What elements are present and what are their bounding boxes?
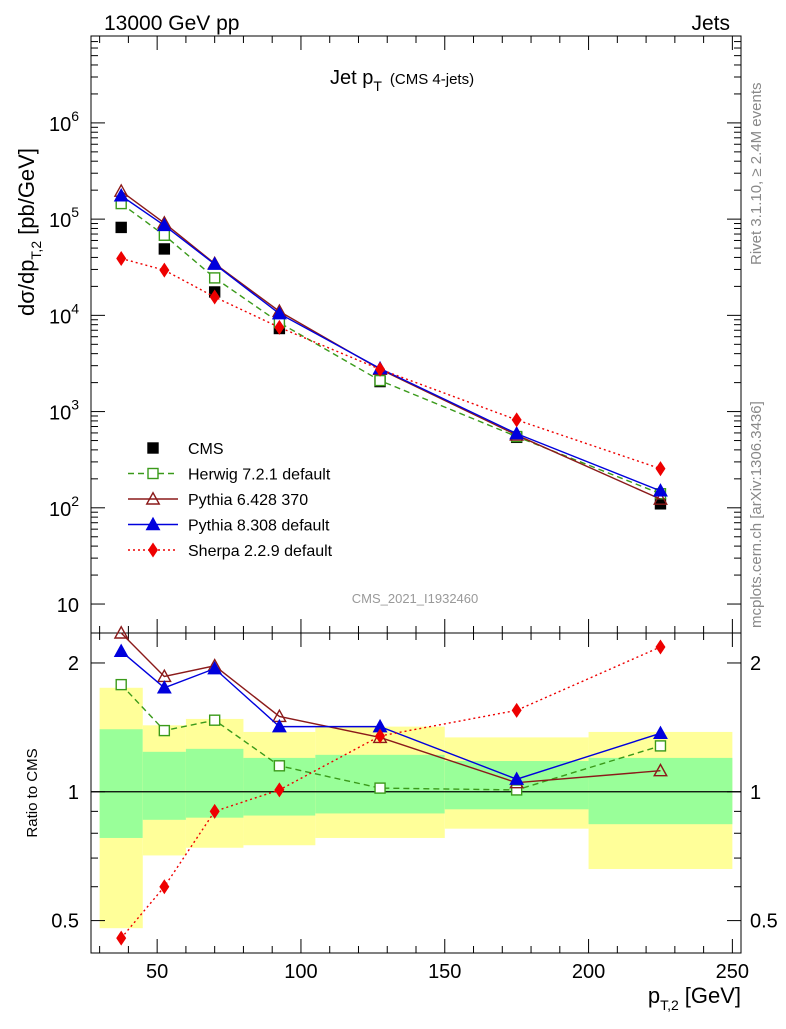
plot-title-suffix: (CMS 4-jets)	[390, 71, 474, 88]
legend-marker	[145, 516, 161, 531]
ratio-band-green	[142, 751, 186, 820]
rivet-label: Rivet 3.1.10, ≥ 2.4M events	[748, 83, 765, 266]
ratio-ytick-label: 2	[68, 653, 79, 675]
header-right: Jets	[691, 12, 730, 35]
ratio-series-0-point	[158, 724, 171, 737]
main-series-group	[113, 183, 668, 510]
ratio-xtick-label: 200	[572, 961, 605, 983]
legend-label: CMS	[188, 441, 224, 458]
main-series-4-point	[274, 319, 285, 335]
ratio-series-0-point	[654, 740, 667, 752]
main-series-3-point	[207, 256, 223, 270]
legend-label: Herwig 7.2.1 default	[188, 467, 331, 484]
analysis-watermark: CMS_2021_I1932460	[352, 591, 479, 606]
ratio-xtick-label: 50	[146, 961, 168, 983]
ratio-ytick-label: 1	[68, 782, 79, 804]
legend-label: Pythia 6.428 370	[188, 492, 308, 509]
ratio-band-green	[99, 729, 143, 838]
main-series-1-point	[158, 229, 171, 241]
main-ylabel: dσ/dpT,2 [pb/GeV]	[14, 148, 44, 316]
ratio-band-green	[588, 757, 733, 825]
ratio-series-3-point	[209, 803, 220, 819]
ratio-xtick-label: 150	[428, 961, 461, 983]
main-series-0-point	[115, 221, 127, 234]
ratio-xtick-label: 100	[284, 961, 317, 983]
main-series-3-point	[509, 425, 525, 440]
main-ytick-label: 104	[49, 300, 79, 328]
mcplots-label: mcplots.cern.ch [arXiv:1306.3436]	[748, 401, 765, 628]
main-ytick-label: 10	[57, 595, 79, 617]
ratio-series-1-point	[653, 763, 668, 777]
ratio-xtick-label: 250	[716, 961, 749, 983]
ratio-ytick-label-right: 2	[750, 653, 761, 675]
legend-label: Sherpa 2.2.9 default	[188, 543, 333, 560]
ratio-plot-panel: 0.5 0.51 12 250 100 150 200 250 Ratio to CMS	[24, 625, 778, 983]
ratio-series-2-point	[156, 680, 172, 694]
main-ylabel-sub: T,2	[28, 241, 44, 260]
main-series-3-point	[653, 483, 668, 497]
ratio-series-3-point	[116, 930, 127, 946]
main-ytick-label: 102	[49, 493, 79, 521]
ratio-series-3-point	[159, 879, 170, 895]
ratio-xlabel-sub: T,2	[660, 997, 679, 1013]
ratio-series-0-point	[208, 714, 221, 726]
legend-marker	[147, 542, 159, 558]
ratio-series-2-point	[271, 718, 287, 733]
ratio-xlabel: pT,2 [GeV]	[648, 983, 741, 1013]
main-series-4-point	[655, 461, 666, 477]
ratio-series-0-point	[115, 678, 127, 691]
main-series-4-point	[209, 289, 220, 305]
main-series-4-point	[116, 250, 127, 266]
ratio-xlabel-main: p	[648, 983, 660, 1008]
ratio-ytick-label-right: 0.5	[750, 911, 778, 933]
main-ytick-label: 103	[49, 397, 79, 425]
legend-marker	[147, 442, 159, 454]
ratio-series-3-point	[375, 728, 386, 744]
main-axes: 10 102 103 104 105 106	[49, 35, 741, 633]
main-series-3-point	[271, 306, 287, 320]
main-series-2-point	[653, 491, 668, 505]
main-series-4-point	[375, 361, 386, 377]
legend-marker	[147, 467, 159, 480]
ratio-series-0-point	[273, 760, 286, 772]
ratio-series-3-point	[511, 702, 522, 718]
plot-title-sub: T	[373, 78, 382, 94]
main-ytick-label: 105	[49, 204, 79, 232]
ratio-series-0-point	[510, 784, 523, 796]
ratio-series-3-point	[274, 782, 285, 798]
ratio-series-2-point	[653, 725, 668, 739]
legend: CMS Herwig 7.2.1 default Pythia 6.428 370 P…	[128, 441, 333, 560]
ratio-series-0-point	[374, 782, 386, 794]
main-series-3-point	[113, 188, 129, 202]
ratio-series-2-point	[509, 771, 525, 785]
ratio-series-3-point	[655, 639, 666, 655]
main-series-4-point	[511, 412, 522, 428]
legend-label: Pythia 8.308 default	[188, 518, 330, 535]
main-ylabel-unit: [pb/GeV]	[14, 148, 39, 235]
ratio-series-2-point	[207, 660, 223, 675]
ratio-series-group	[113, 625, 668, 946]
main-series-1-point	[208, 272, 221, 284]
ratio-axes: 0.5 0.51 12 250 100 150 200 250	[51, 633, 778, 983]
main-series-4-point	[159, 262, 170, 278]
main-plot-panel: 10 102 103 104 105 106 Jet pT (CMS 4-jets) CMS…	[14, 35, 742, 634]
ratio-ylabel: Ratio to CMS	[24, 748, 41, 837]
plot-title: Jet pT (CMS 4-jets)	[330, 67, 474, 94]
ratio-ytick-label: 0.5	[51, 911, 79, 933]
ratio-xlabel-unit: [GeV]	[685, 983, 741, 1008]
legend-marker	[145, 491, 161, 505]
main-series-3-point	[156, 217, 172, 232]
main-series-4-line	[121, 257, 661, 470]
main-ylabel-main: dσ/dp	[14, 260, 39, 316]
ratio-ytick-label-right: 1	[750, 782, 761, 804]
ratio-series-1-point	[113, 625, 129, 639]
plot-title-main: Jet p	[330, 67, 373, 89]
header-left: 13000 GeV pp	[104, 12, 239, 35]
main-ytick-label: 106	[49, 108, 79, 136]
main-series-1-point	[374, 374, 386, 387]
ratio-series-2-point	[113, 643, 129, 657]
main-series-0-point	[158, 243, 171, 255]
